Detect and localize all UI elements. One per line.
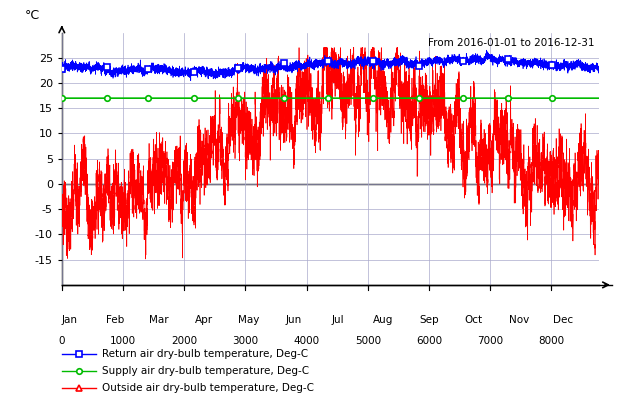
Text: From 2016-01-01 to 2016-12-31: From 2016-01-01 to 2016-12-31 xyxy=(428,37,594,48)
Text: Sep: Sep xyxy=(419,315,439,326)
Text: 4000: 4000 xyxy=(294,336,320,346)
Text: Aug: Aug xyxy=(373,315,394,326)
Text: 3000: 3000 xyxy=(232,336,258,346)
Text: Apr: Apr xyxy=(195,315,213,326)
Y-axis label: °C: °C xyxy=(25,9,40,22)
Text: 0: 0 xyxy=(59,336,65,346)
Text: Feb: Feb xyxy=(106,315,124,326)
Text: Nov: Nov xyxy=(509,315,529,326)
Text: Dec: Dec xyxy=(552,315,573,326)
Text: Jan: Jan xyxy=(61,315,77,326)
Text: 1000: 1000 xyxy=(110,336,136,346)
Text: Outside air dry-bulb temperature, Deg-C: Outside air dry-bulb temperature, Deg-C xyxy=(102,383,314,393)
Text: May: May xyxy=(238,315,259,326)
Text: Jun: Jun xyxy=(286,315,302,326)
Text: Supply air dry-bulb temperature, Deg-C: Supply air dry-bulb temperature, Deg-C xyxy=(102,366,309,376)
Text: Oct: Oct xyxy=(464,315,482,326)
Text: 6000: 6000 xyxy=(416,336,442,346)
Text: 2000: 2000 xyxy=(171,336,197,346)
Text: Mar: Mar xyxy=(149,315,169,326)
Text: Jul: Jul xyxy=(332,315,344,326)
Text: 7000: 7000 xyxy=(477,336,503,346)
Text: 5000: 5000 xyxy=(355,336,381,346)
Text: Return air dry-bulb temperature, Deg-C: Return air dry-bulb temperature, Deg-C xyxy=(102,349,308,359)
Text: 8000: 8000 xyxy=(538,336,564,346)
